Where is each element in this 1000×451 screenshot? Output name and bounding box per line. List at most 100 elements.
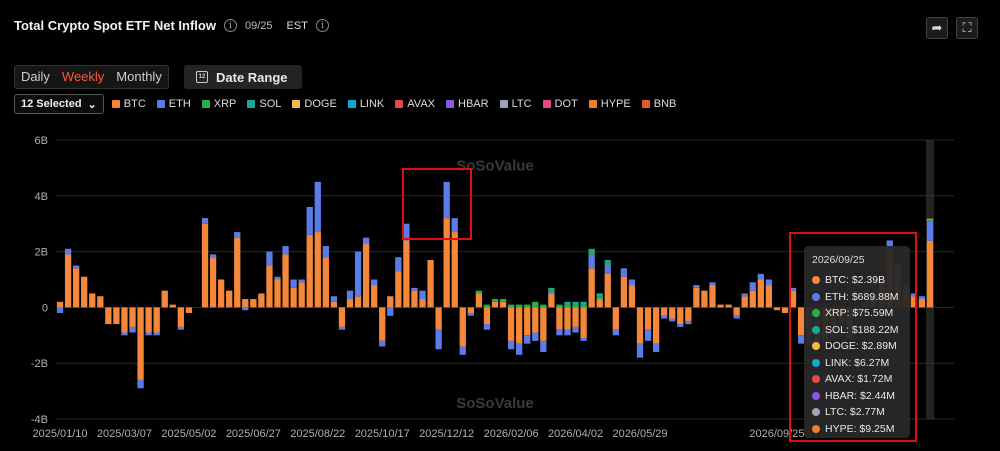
bar-btc: [72, 268, 80, 308]
asset-select[interactable]: 12 Selected ⌄: [14, 94, 104, 114]
bar-btc: [274, 279, 281, 308]
bar-btc: [467, 307, 474, 313]
bar-btc: [169, 304, 176, 308]
legend-label: ETH: [168, 98, 191, 110]
bar-xrp: [556, 304, 563, 308]
date-range-button[interactable]: 12 Date Range: [184, 65, 302, 89]
bar-eth: [306, 206, 313, 235]
bar-eth: [548, 290, 555, 294]
bar-xrp: [532, 301, 539, 308]
legend-item-ltc[interactable]: LTC: [499, 98, 532, 110]
legend-swatch-link: [347, 100, 356, 108]
highlight-box-peak: [402, 168, 472, 240]
tooltip-dot: [812, 391, 820, 400]
tooltip-row-eth: ETH: $689.88M: [812, 289, 902, 306]
bar-eth: [669, 318, 676, 322]
tab-daily[interactable]: Daily: [21, 69, 50, 84]
tab-weekly[interactable]: Weekly: [61, 69, 105, 84]
tooltip-dot: [812, 375, 820, 384]
bar-btc: [113, 307, 120, 325]
bar-btc: [491, 301, 499, 308]
bar-btc: [789, 290, 797, 308]
bar-xrp: [516, 304, 523, 308]
bar-eth: [451, 218, 458, 233]
y-tick-label: 0: [42, 302, 48, 314]
bar-eth: [354, 251, 362, 297]
info-icon[interactable]: i: [223, 19, 237, 32]
bar-btc: [427, 259, 434, 308]
highlight-box-tooltip: [789, 232, 917, 442]
tooltip-value: AVAX: $1.72M: [825, 373, 893, 386]
bar-eth: [467, 312, 474, 316]
legend-label: DOT: [554, 98, 578, 110]
bar-btc: [371, 285, 378, 308]
bar-btc: [306, 234, 313, 308]
timezone-label[interactable]: EST: [286, 19, 308, 32]
legend-item-doge[interactable]: DOGE: [292, 98, 337, 110]
tooltip-row-xrp: XRP: $75.59M: [812, 305, 902, 322]
bar-xrp: [507, 304, 515, 308]
bar-btc: [451, 232, 458, 308]
bar-btc: [443, 218, 450, 308]
bar-btc: [644, 307, 652, 330]
bar-btc: [499, 301, 507, 308]
bar-xrp: [491, 299, 499, 302]
bar-btc: [129, 307, 136, 327]
fullscreen-icon[interactable]: ⛶: [956, 17, 978, 39]
bar-eth: [572, 326, 579, 333]
legend-swatch-dot: [542, 100, 551, 108]
bar-btc: [89, 293, 96, 308]
header-date: 09/25: [244, 19, 273, 32]
legend-item-link[interactable]: LINK: [347, 98, 384, 110]
bar-eth: [379, 340, 386, 347]
legend-item-btc[interactable]: BTC: [111, 98, 146, 110]
tab-monthly[interactable]: Monthly: [116, 69, 162, 84]
legend-swatch-hbar: [446, 100, 454, 108]
bar-eth: [564, 329, 571, 336]
tooltip-value: ETH: $689.88M: [825, 290, 899, 303]
bar-eth: [346, 290, 354, 300]
bar-btc: [548, 293, 555, 308]
bar-btc: [81, 276, 88, 308]
bar-eth: [419, 290, 426, 300]
bar-eth: [177, 326, 184, 330]
legend-item-sol[interactable]: SOL: [247, 98, 281, 110]
legend-swatch-eth: [156, 100, 165, 108]
legend-item-eth[interactable]: ETH: [156, 98, 191, 110]
bar-btc: [226, 290, 233, 308]
bar-btc: [475, 293, 483, 308]
bar-btc: [588, 268, 595, 308]
bar-eth: [338, 326, 346, 330]
bar-btc: [185, 307, 193, 313]
share-icon[interactable]: ➦: [926, 17, 948, 39]
bar-eth: [362, 237, 370, 244]
legend-item-dot[interactable]: DOT: [542, 98, 578, 110]
legend-label: AVAX: [407, 98, 435, 110]
legend-label: HYPE: [600, 98, 631, 110]
bar-btc: [532, 307, 539, 333]
legend-item-avax[interactable]: AVAX: [395, 98, 435, 110]
legend: BTC ETH XRP SOL DOGE LINK AVAX HBAR LTC DOT HYPE BN…: [111, 98, 688, 110]
tooltip-row-doge: DOGE: $2.89M: [812, 338, 902, 355]
asset-select-label: 12 Selected: [21, 98, 82, 110]
bar-sol: [588, 248, 595, 252]
bar-xrp: [580, 304, 587, 308]
interval-tabs: Daily Weekly Monthly: [14, 65, 169, 89]
tooltip-row-ltc: LTC: $2.77M: [812, 404, 902, 421]
legend-item-hype[interactable]: HYPE: [588, 98, 631, 110]
bar-eth: [298, 279, 305, 283]
y-tick-label: -4B: [31, 414, 48, 426]
bar-btc: [322, 257, 329, 308]
legend-item-xrp[interactable]: XRP: [201, 98, 236, 110]
timezone-info-icon[interactable]: i: [315, 19, 329, 32]
legend-item-hbar[interactable]: HBAR: [446, 98, 489, 110]
bar-sol: [596, 293, 603, 297]
bar-eth: [56, 307, 64, 313]
bar-eth: [282, 246, 289, 255]
legend-item-bnb[interactable]: BNB: [641, 98, 676, 110]
bar-eth: [72, 265, 80, 269]
legend-swatch-btc: [111, 100, 120, 108]
bar-btc: [177, 307, 184, 327]
bar-btc: [757, 279, 764, 308]
bar-btc: [419, 299, 426, 308]
